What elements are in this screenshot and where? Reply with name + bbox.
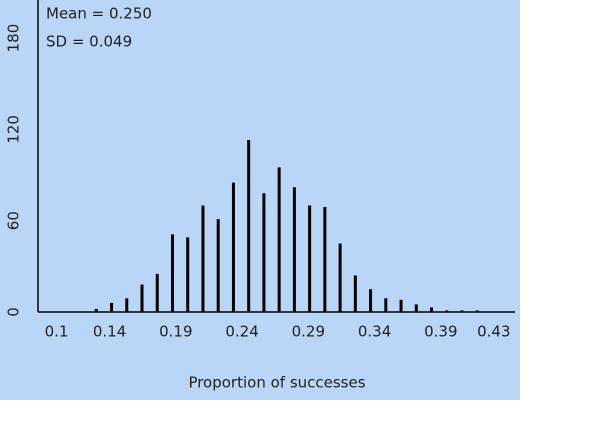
x-tick-label: 0.34 (358, 323, 391, 341)
x-tick-label: 0.19 (159, 323, 192, 341)
x-tick-label: 0.29 (292, 323, 325, 341)
x-axis-label: Proportion of successes (188, 374, 365, 392)
y-tick-label: 120 (5, 115, 23, 144)
y-tick-label: 0 (5, 307, 23, 317)
x-tick-label: 0.24 (225, 323, 258, 341)
x-tick-label: 0.14 (93, 323, 126, 341)
plot-background (0, 0, 520, 400)
y-tick-label: 180 (4, 24, 22, 53)
sd-annotation: SD = 0.049 (46, 33, 132, 51)
y-tick-label: 60 (5, 211, 23, 230)
x-tick-label: 0.1 (45, 323, 69, 341)
x-tick-label: 0.39 (424, 323, 457, 341)
x-tick-label: 0.43 (477, 323, 510, 341)
mean-annotation: Mean = 0.250 (46, 5, 152, 23)
